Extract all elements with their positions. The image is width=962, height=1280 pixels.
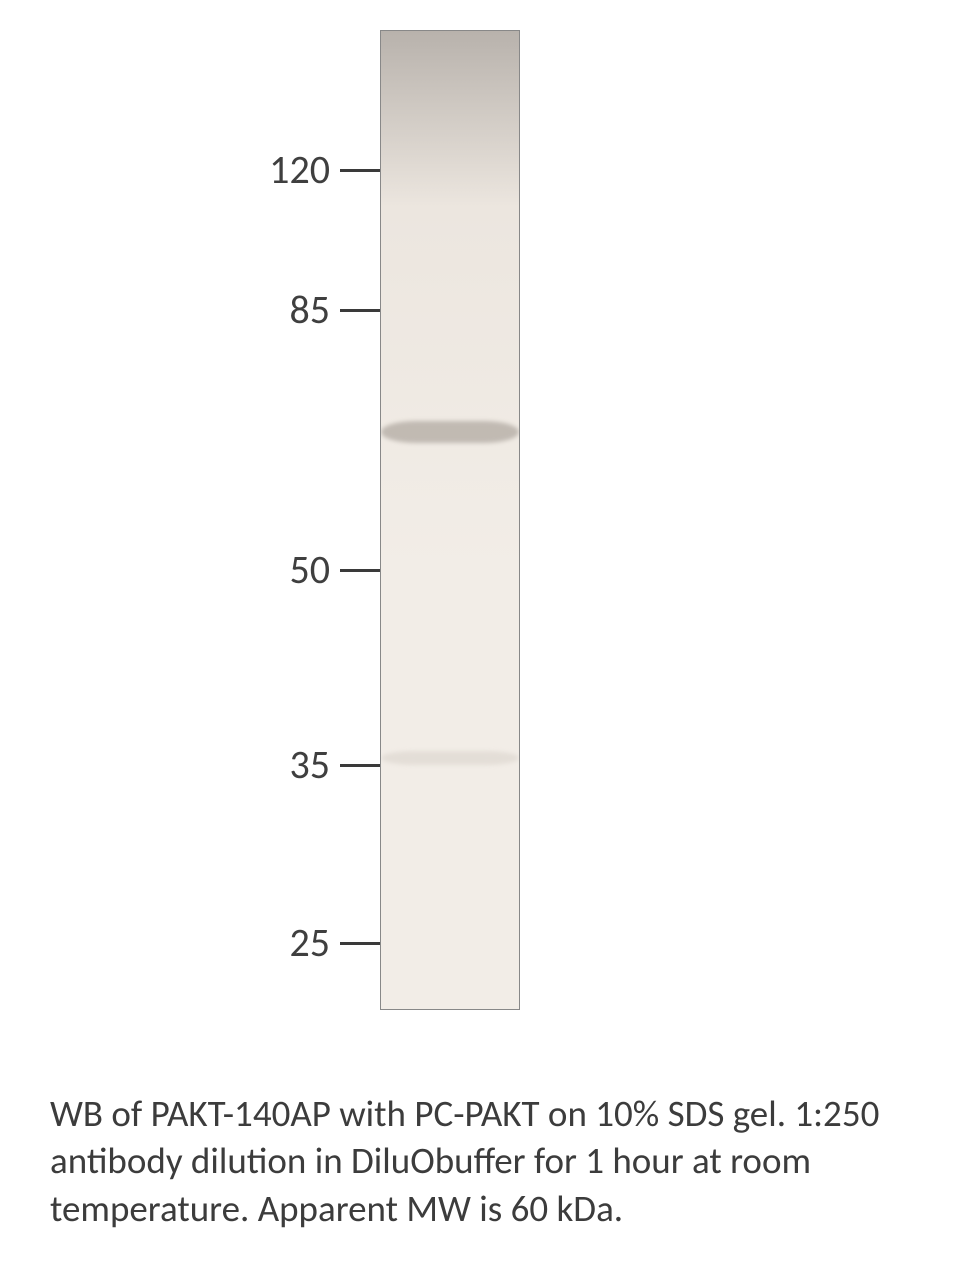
marker-label: 35: [240, 745, 330, 785]
main-band: [381, 421, 519, 443]
marker-tick: [340, 764, 380, 767]
marker-tick: [340, 309, 380, 312]
figure-container: 120 85 50 35 25 WB of PAKT-140AP with PC-PAK…: [0, 0, 962, 1280]
marker-tick: [340, 169, 380, 172]
marker-label: 120: [240, 150, 330, 190]
marker-label: 25: [240, 923, 330, 963]
marker-label: 85: [240, 290, 330, 330]
faint-band: [381, 751, 519, 765]
marker-tick: [340, 942, 380, 945]
western-blot-area: 120 85 50 35 25: [200, 30, 700, 1020]
lane-background: [381, 31, 519, 1009]
figure-caption: WB of PAKT-140AP with PC-PAKT on 10% SDS…: [50, 1090, 932, 1232]
marker-label: 50: [240, 550, 330, 590]
blot-lane: [380, 30, 520, 1010]
marker-tick: [340, 569, 380, 572]
